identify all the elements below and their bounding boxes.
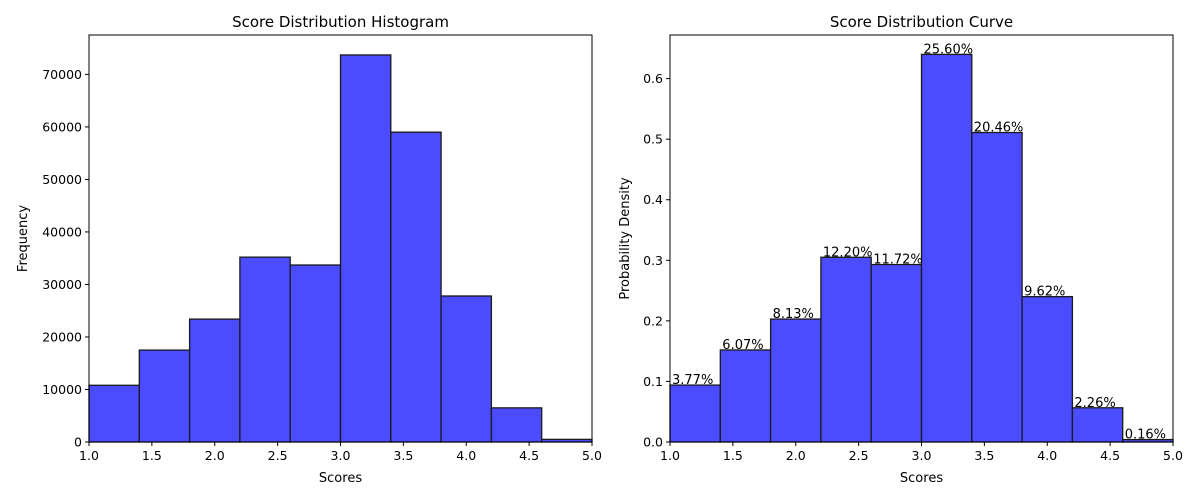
y-tick-label: 0.1	[643, 374, 663, 389]
bar	[971, 131, 1023, 443]
plot-frame	[669, 34, 1174, 443]
data-label: 11.72%	[873, 253, 923, 268]
x-tick-label: 2.5	[268, 448, 288, 463]
data-label: 8.13%	[773, 307, 814, 322]
bar	[289, 264, 342, 443]
density-chart: Score Distribution Curve Scores Probabil…	[618, 13, 1183, 486]
bar	[239, 256, 291, 443]
bar	[339, 54, 392, 443]
x-axis-ticks: 1.0 1.5 2.0 2.5 3.0 3.5 4.0 4.5 5.0	[79, 442, 602, 463]
x-tick-label: 1.0	[79, 448, 99, 463]
data-label: 6.07%	[722, 338, 763, 353]
x-tick-label: 1.5	[142, 448, 162, 463]
bar	[390, 131, 442, 443]
x-tick-label: 3.5	[974, 448, 994, 463]
x-tick-label: 4.0	[456, 448, 476, 463]
data-label: 2.26%	[1074, 396, 1115, 411]
chart-title: Score Distribution Curve	[830, 13, 1013, 31]
histogram-bars	[88, 54, 593, 443]
percentage-labels: 3.77% 6.07% 8.13% 12.20% 11.72% 25.60% 20.46% 9…	[672, 42, 1166, 442]
bar	[769, 318, 822, 443]
data-label: 0.16%	[1125, 428, 1166, 443]
y-tick-label: 0.2	[643, 313, 663, 328]
y-tick-label: 60000	[42, 119, 82, 134]
x-axis-label: Scores	[900, 471, 943, 486]
y-tick-label: 0	[74, 435, 82, 450]
x-tick-label: 2.0	[205, 448, 225, 463]
bar	[870, 263, 923, 443]
bar	[719, 349, 772, 443]
bar	[188, 318, 241, 443]
x-tick-label: 3.0	[331, 448, 351, 463]
y-tick-label: 0.0	[643, 435, 663, 450]
y-axis-ticks: 0 10000 20000 30000 40000 50000 60000 70000	[42, 67, 89, 450]
y-tick-label: 0.5	[643, 132, 663, 147]
x-tick-label: 4.5	[1100, 448, 1120, 463]
bar	[88, 384, 140, 443]
x-tick-label: 5.0	[1163, 448, 1183, 463]
y-axis-label: Frequency	[16, 205, 31, 272]
y-axis-label: Probability Density	[618, 177, 633, 300]
x-tick-label: 1.5	[723, 448, 743, 463]
x-tick-label: 4.0	[1037, 448, 1057, 463]
bar	[440, 295, 493, 443]
bar	[820, 256, 872, 443]
y-tick-label: 10000	[42, 382, 82, 397]
data-label: 12.20%	[823, 245, 873, 260]
y-tick-label: 50000	[42, 172, 82, 187]
bar	[138, 349, 191, 443]
y-tick-label: 70000	[42, 67, 82, 82]
x-tick-label: 4.5	[519, 448, 539, 463]
bar	[920, 53, 973, 443]
y-tick-label: 0.4	[643, 192, 663, 207]
x-tick-label: 2.5	[849, 448, 869, 463]
bar	[1071, 407, 1124, 443]
x-tick-label: 5.0	[582, 448, 602, 463]
bar	[490, 407, 543, 443]
y-tick-label: 40000	[42, 224, 82, 239]
plot-frame	[88, 34, 593, 443]
x-tick-label: 3.0	[912, 448, 932, 463]
y-tick-label: 0.3	[643, 253, 663, 268]
x-axis-ticks: 1.0 1.5 2.0 2.5 3.0 3.5 4.0 4.5 5.0	[660, 442, 1183, 463]
data-label: 9.62%	[1024, 285, 1065, 300]
x-axis-label: Scores	[319, 471, 362, 486]
histogram-chart: Score Distribution Histogram Scores Freq…	[16, 13, 602, 486]
bar	[1021, 295, 1074, 443]
y-tick-label: 0.6	[643, 71, 663, 86]
x-tick-label: 3.5	[393, 448, 413, 463]
bar	[669, 384, 721, 443]
x-tick-label: 1.0	[660, 448, 680, 463]
data-label: 20.46%	[974, 121, 1024, 136]
y-axis-ticks: 0.0 0.1 0.2 0.3 0.4 0.5 0.6	[643, 71, 670, 450]
data-label: 25.60%	[924, 42, 974, 57]
chart-title: Score Distribution Histogram	[232, 13, 449, 31]
data-label: 3.77%	[672, 373, 713, 388]
x-tick-label: 2.0	[786, 448, 806, 463]
y-tick-label: 30000	[42, 277, 82, 292]
y-tick-label: 20000	[42, 329, 82, 344]
